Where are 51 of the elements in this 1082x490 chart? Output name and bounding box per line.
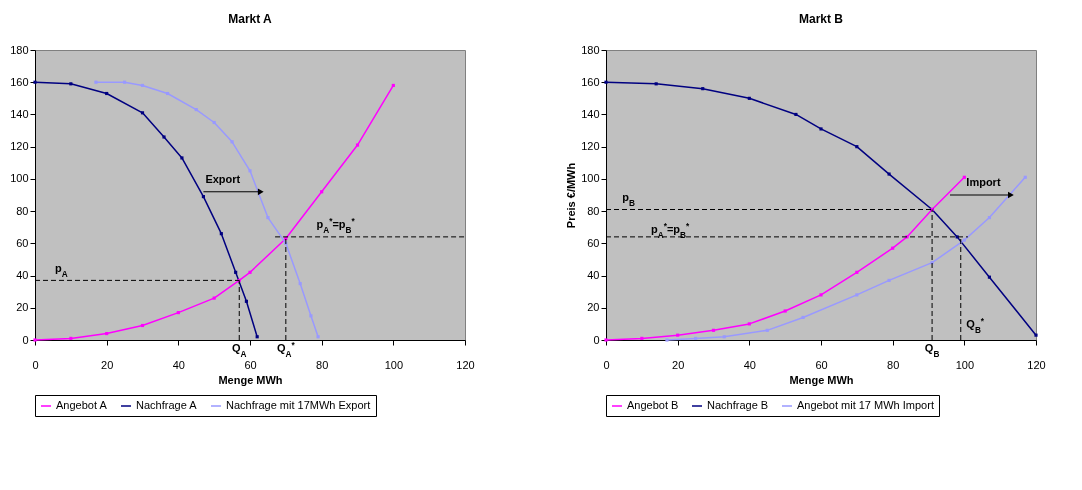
- y-tick-label: 180: [10, 43, 29, 56]
- x-tick-label: 0: [32, 358, 39, 371]
- y-tick-label: 80: [587, 204, 600, 217]
- y-tick-label: 160: [581, 75, 600, 88]
- y-tick-label: 120: [581, 140, 600, 153]
- y-tick-label: 40: [16, 269, 29, 282]
- y-tick-label: 120: [10, 140, 29, 153]
- y-tick-label: 0: [593, 333, 600, 346]
- x-tick-label: 40: [743, 358, 756, 371]
- annotation: p$_{B}$: [622, 190, 636, 208]
- x-axis-title: Menge MWh: [218, 373, 283, 386]
- x-tick-label: 80: [887, 358, 900, 371]
- annotation: Q$_{B}$: [924, 342, 940, 359]
- y-tick-label: 140: [581, 107, 600, 120]
- x-tick-label: 20: [672, 358, 685, 371]
- legend-label: Nachfrage A: [136, 399, 198, 411]
- chart-title: Markt B: [798, 12, 844, 26]
- annotation: Q$_{A}$: [231, 342, 247, 359]
- y-tick-label: 20: [587, 301, 600, 314]
- y-tick-label: 80: [16, 204, 29, 217]
- y-tick-label: 100: [10, 172, 29, 185]
- chart-title: Markt A: [228, 12, 273, 26]
- legend-label: Angebot B: [627, 399, 679, 411]
- x-tick-label: 120: [456, 358, 475, 371]
- x-tick-label: 120: [1027, 358, 1046, 371]
- x-tick-label: 0: [603, 358, 610, 371]
- x-tick-label: 60: [815, 358, 828, 371]
- y-tick-label: 140: [10, 107, 29, 120]
- legend-label: Nachfrage B: [707, 399, 769, 411]
- x-tick-label: 80: [316, 358, 329, 371]
- y-tick-label: 40: [587, 269, 600, 282]
- x-tick-label: 60: [244, 358, 257, 371]
- annotation: p$_{A}$: [54, 261, 68, 279]
- y-axis-title: Preis €/MWh: [565, 162, 578, 229]
- x-tick-label: 20: [101, 358, 114, 371]
- annotation: Export: [205, 172, 241, 185]
- x-tick-label: 40: [172, 358, 185, 371]
- y-tick-label: 20: [16, 301, 29, 314]
- x-axis-title: Menge MWh: [789, 373, 854, 386]
- legend-label: Nachfrage mit 17MWh Export: [226, 399, 371, 411]
- y-tick-label: 160: [10, 75, 29, 88]
- x-tick-label: 100: [384, 358, 404, 371]
- y-tick-label: 0: [22, 333, 29, 346]
- legend-label: Angebot mit 17 MWh Import: [797, 399, 934, 411]
- annotation: Import: [966, 176, 1001, 189]
- x-tick-label: 100: [955, 358, 975, 371]
- legend-label: Angebot A: [56, 399, 108, 411]
- y-tick-label: 60: [16, 236, 29, 249]
- y-tick-label: 60: [587, 236, 600, 249]
- y-tick-label: 100: [581, 172, 600, 185]
- y-tick-label: 180: [581, 43, 600, 56]
